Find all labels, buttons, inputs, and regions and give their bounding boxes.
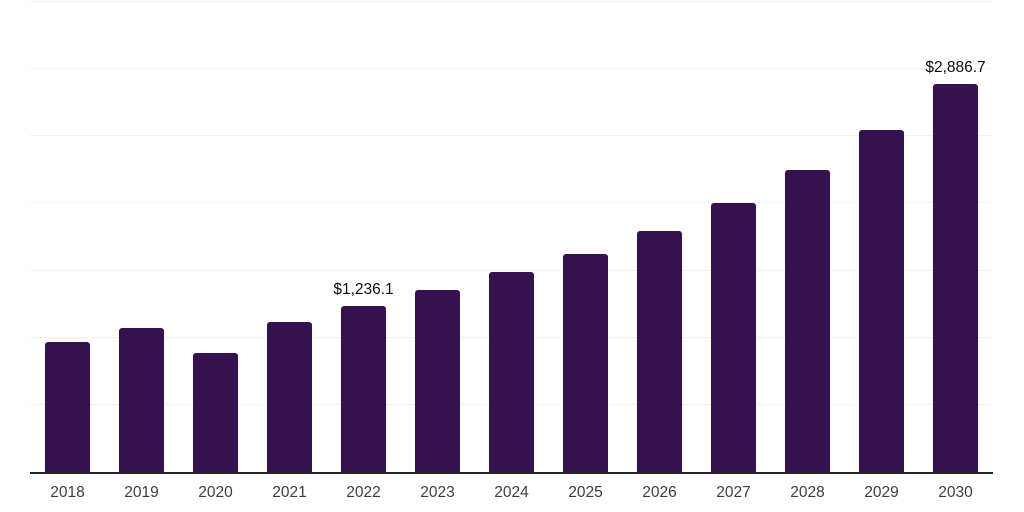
bar-2025 (563, 253, 608, 472)
bar-2021 (267, 321, 312, 472)
plot-area: $1,236.1 $2,886.7 (30, 1, 993, 474)
x-tick-label-2024: 2024 (494, 484, 529, 501)
bar-2030 (933, 84, 978, 472)
bar-2023 (415, 290, 460, 472)
value-label-2022: $1,236.1 (333, 281, 394, 299)
bar-2029 (859, 130, 904, 472)
gridline-1500 (30, 269, 993, 271)
bar-2028 (785, 169, 830, 472)
x-tick-label-2030: 2030 (938, 484, 973, 501)
x-tick-label-2022: 2022 (346, 484, 381, 501)
x-tick-label-2025: 2025 (568, 484, 603, 501)
bar-2022 (341, 306, 386, 472)
x-tick-label-2023: 2023 (420, 484, 455, 501)
bar-2018 (45, 341, 90, 472)
value-label-2030: $2,886.7 (925, 59, 986, 77)
x-tick-label-2026: 2026 (642, 484, 677, 501)
x-tick-label-2020: 2020 (198, 484, 233, 501)
bar-2027 (711, 203, 756, 472)
bar-2020 (193, 352, 238, 472)
bar-2019 (119, 327, 164, 472)
x-tick-label-2021: 2021 (272, 484, 307, 501)
gridline-3000 (30, 68, 993, 70)
x-axis: 2018 2019 2020 2021 2022 2023 2024 2025 2026 2027… (30, 484, 993, 506)
x-tick-label-2019: 2019 (124, 484, 159, 501)
x-tick-label-2028: 2028 (790, 484, 825, 501)
gridline-2500 (30, 135, 993, 137)
x-tick-label-2029: 2029 (864, 484, 899, 501)
x-tick-label-2018: 2018 (50, 484, 85, 501)
bar-2026 (637, 230, 682, 472)
gridline-3500 (30, 1, 993, 2)
bar-2024 (489, 272, 534, 472)
gridline-2000 (30, 202, 993, 204)
x-tick-label-2027: 2027 (716, 484, 751, 501)
